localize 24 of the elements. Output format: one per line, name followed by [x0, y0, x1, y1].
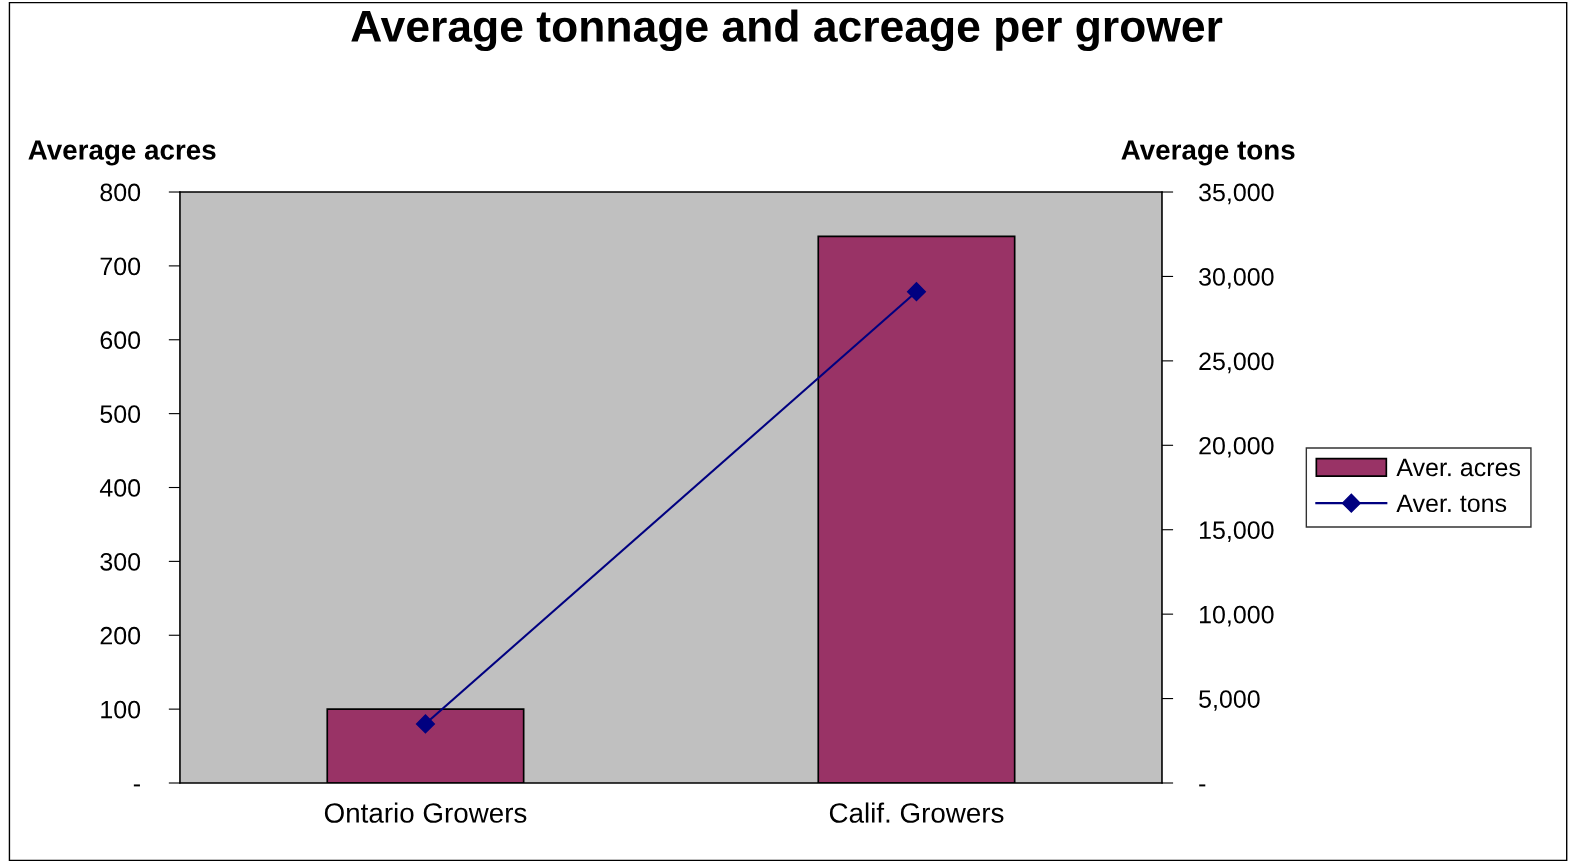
y2-axis-title: Average tons — [1121, 140, 1295, 166]
y2-tick-label: 10,000 — [1199, 605, 1274, 627]
x-tick-label: Calif. Growers — [829, 802, 1004, 823]
y2-tick-label: 20,000 — [1199, 436, 1274, 458]
chart-title: Average tonnage and acreage per grower — [351, 9, 1223, 52]
y-tick-label: 700 — [100, 257, 141, 276]
y-tick-label: 400 — [99, 479, 141, 497]
legend-label: Aver. acres — [1396, 458, 1521, 477]
y-tick-label: 500 — [100, 405, 141, 423]
y-tick-label: 800 — [100, 183, 141, 202]
y2-tick-label: 15,000 — [1199, 521, 1274, 542]
y2-tick-label: 5,000 — [1199, 690, 1260, 711]
y-tick-label: 300 — [100, 552, 141, 571]
y2-tick-label: 30,000 — [1199, 268, 1274, 289]
y-tick-label: 200 — [100, 626, 141, 645]
y2-tick-label: - — [1199, 784, 1206, 787]
y2-tick-label: 35,000 — [1199, 183, 1274, 205]
y-tick-label: 100 — [101, 700, 141, 719]
y-axis-title: Average acres — [28, 140, 216, 166]
y-tick-label: - — [133, 784, 140, 787]
y2-tick-label: 25,000 — [1199, 352, 1274, 374]
x-tick-label: Ontario Growers — [324, 802, 527, 823]
y-tick-label: 600 — [100, 331, 141, 350]
legend-label: Aver. tons — [1396, 494, 1507, 513]
